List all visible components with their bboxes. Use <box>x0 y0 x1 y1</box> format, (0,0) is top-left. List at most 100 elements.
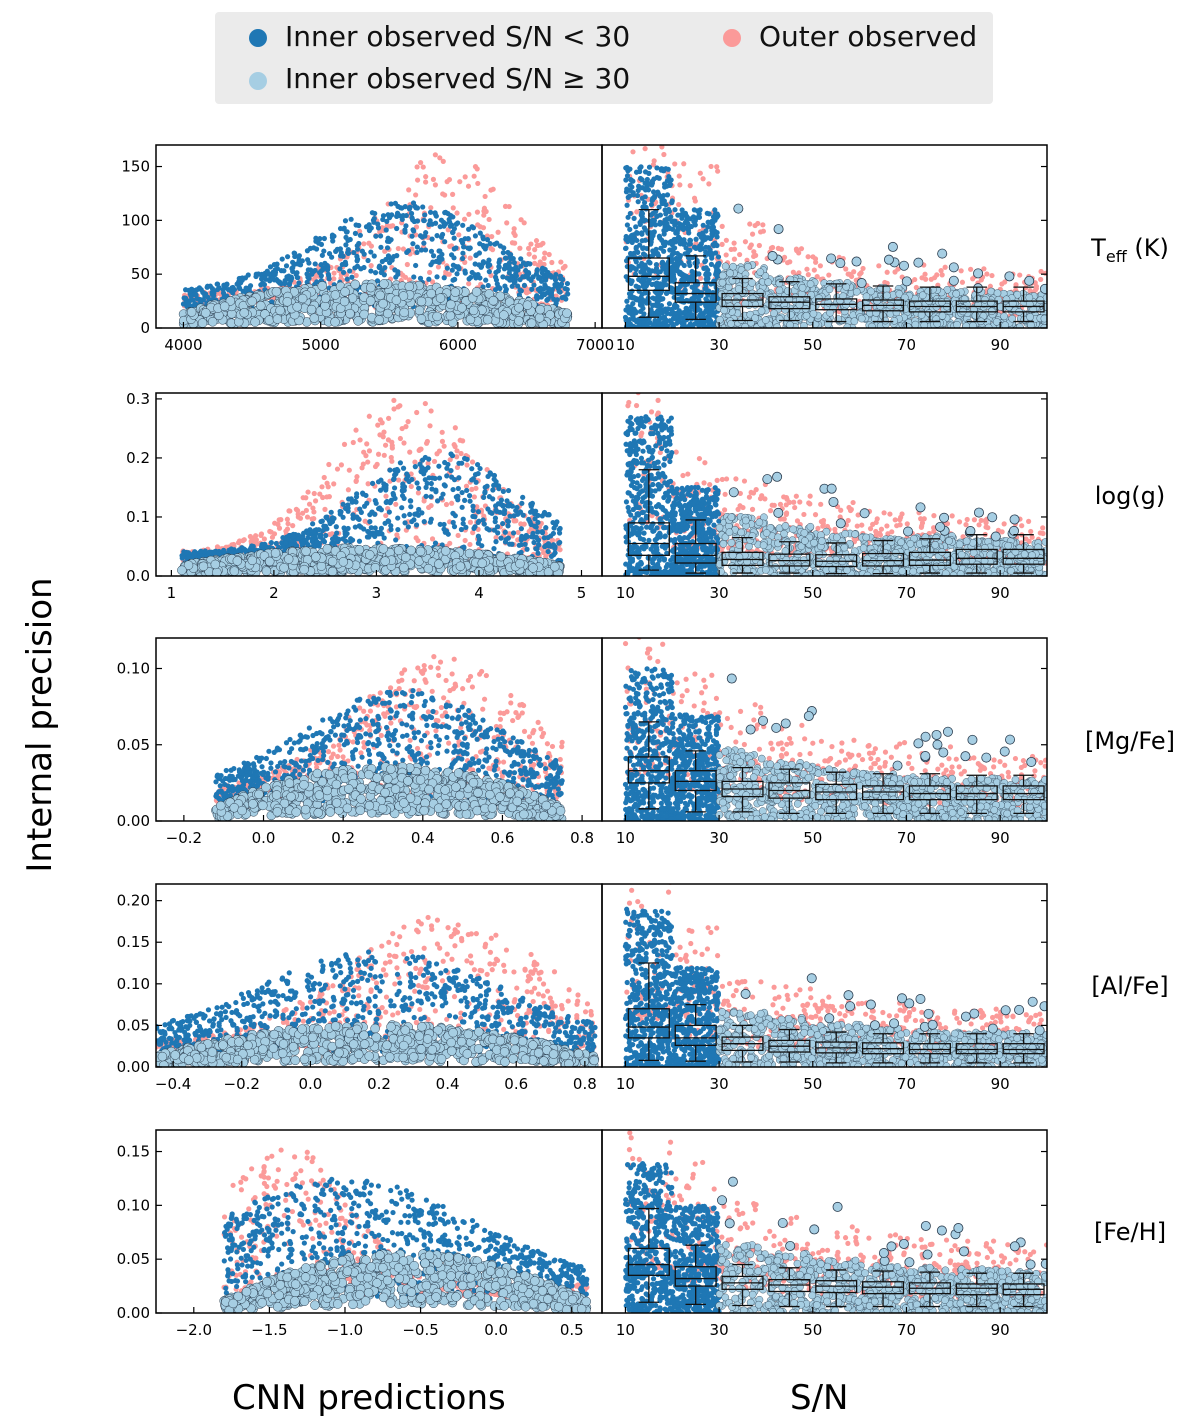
inner-high-point <box>1040 314 1047 323</box>
inner-high-point <box>761 316 770 324</box>
inner-high-point <box>522 300 533 310</box>
outer-point <box>518 217 524 223</box>
inner-high-point <box>892 308 901 317</box>
inner-low-point <box>644 321 650 327</box>
inner-low-point <box>666 208 673 214</box>
inner-low-point <box>459 255 466 262</box>
outer-point <box>418 160 424 166</box>
inner-low-point <box>704 279 710 285</box>
inner-low-point <box>452 276 458 282</box>
inner-high-point <box>398 291 409 301</box>
inner-low-point <box>496 285 502 291</box>
outer-point <box>560 265 566 271</box>
inner-low-point <box>635 199 641 205</box>
outer-point <box>731 240 737 246</box>
inner-high-point <box>534 313 545 323</box>
inner-low-point <box>326 273 332 279</box>
inner-low-point <box>518 256 524 262</box>
inner-low-point <box>539 265 546 271</box>
outer-point <box>400 246 407 252</box>
inner-low-point <box>329 232 336 238</box>
inner-high-outlier <box>937 248 948 259</box>
inner-low-point <box>436 475 443 481</box>
outer-point <box>429 279 436 285</box>
outer-point <box>305 489 311 495</box>
inner-low-point <box>284 254 291 260</box>
inner-low-point <box>659 284 665 290</box>
inner-low-point <box>321 248 327 254</box>
inner-low-point <box>450 486 456 493</box>
outer-point <box>747 221 753 227</box>
outer-point <box>697 275 704 281</box>
inner-high-point <box>282 297 293 307</box>
inner-high-outlier <box>1004 271 1015 282</box>
inner-low-point <box>521 282 528 288</box>
inner-high-point <box>798 283 807 292</box>
outer-point <box>365 481 371 487</box>
outer-point <box>385 437 392 443</box>
inner-high-outlier <box>856 278 867 289</box>
inner-low-point <box>672 207 678 213</box>
inner-low-point <box>685 227 691 233</box>
outer-point <box>350 439 356 446</box>
outer-point <box>760 228 767 234</box>
inner-high-point <box>775 315 784 323</box>
inner-low-point <box>671 276 677 282</box>
inner-low-point <box>418 247 425 253</box>
x-tick-label-right: 10 <box>616 336 635 354</box>
outer-point <box>366 448 373 454</box>
outer-point <box>412 459 418 465</box>
outer-point <box>389 458 395 464</box>
inner-high-point <box>219 301 230 312</box>
outer-point <box>383 493 389 499</box>
inner-low-point <box>563 296 569 302</box>
inner-low-point <box>554 281 560 287</box>
inner-low-point <box>318 241 325 248</box>
inner-low-point <box>230 290 236 296</box>
outer-point <box>814 274 820 280</box>
inner-low-point <box>411 274 417 280</box>
inner-low-point <box>627 226 633 233</box>
inner-low-point <box>633 283 639 289</box>
inner-low-point <box>502 255 509 261</box>
inner-low-point <box>516 292 522 298</box>
inner-low-point <box>352 230 359 236</box>
inner-low-point <box>393 274 399 280</box>
inner-low-point <box>695 294 701 300</box>
inner-low-point <box>483 277 489 283</box>
inner-low-point <box>422 233 428 239</box>
inner-low-point <box>447 219 453 225</box>
inner-low-point <box>403 223 409 229</box>
outer-point <box>531 260 538 266</box>
inner-low-point <box>650 217 656 223</box>
inner-high-point <box>993 289 1002 297</box>
outer-point <box>368 263 374 269</box>
inner-low-point <box>674 303 680 310</box>
inner-low-point <box>269 299 275 305</box>
inner-low-point <box>454 271 460 277</box>
outer-point <box>737 251 743 258</box>
outer-point <box>922 271 928 277</box>
outer-point <box>781 254 788 260</box>
outer-point <box>309 516 315 522</box>
outer-point <box>429 536 436 542</box>
inner-low-point <box>477 275 483 281</box>
outer-point <box>668 116 673 121</box>
inner-low-point <box>283 263 290 269</box>
inner-low-point <box>663 227 669 233</box>
inner-high-point <box>894 297 903 306</box>
inner-low-point <box>305 267 311 273</box>
x-tick-label-right: 50 <box>803 336 822 354</box>
inner-low-point <box>650 252 656 258</box>
inner-low-point <box>312 261 318 267</box>
inner-low-point <box>639 177 645 183</box>
inner-high-point <box>839 292 847 301</box>
inner-low-point <box>715 254 722 260</box>
outer-point <box>461 216 468 222</box>
inner-low-point <box>380 213 387 219</box>
inner-low-point <box>531 282 537 288</box>
inner-high-point <box>729 262 737 271</box>
inner-low-point <box>253 273 259 280</box>
outer-point <box>345 487 352 493</box>
inner-low-point <box>688 223 695 230</box>
